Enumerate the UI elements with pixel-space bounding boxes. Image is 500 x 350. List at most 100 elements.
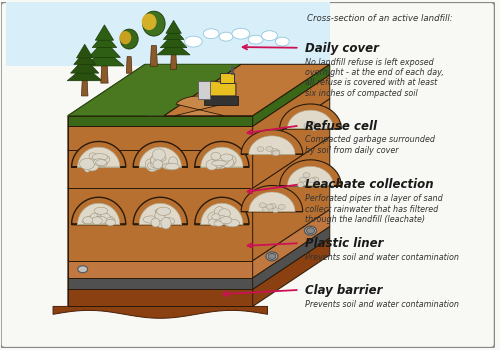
Polygon shape (68, 209, 145, 278)
Ellipse shape (151, 155, 166, 162)
Ellipse shape (310, 126, 318, 131)
Ellipse shape (142, 11, 165, 36)
Ellipse shape (152, 217, 167, 224)
Polygon shape (252, 209, 330, 278)
Ellipse shape (278, 204, 285, 209)
Ellipse shape (106, 218, 114, 225)
FancyBboxPatch shape (6, 2, 330, 64)
Ellipse shape (222, 155, 236, 166)
Ellipse shape (208, 218, 220, 226)
Ellipse shape (94, 155, 109, 161)
Ellipse shape (259, 203, 266, 208)
Polygon shape (78, 147, 120, 167)
Polygon shape (126, 57, 132, 73)
Ellipse shape (220, 154, 233, 161)
Ellipse shape (218, 209, 230, 218)
FancyBboxPatch shape (6, 4, 145, 66)
Polygon shape (68, 226, 145, 289)
Ellipse shape (83, 217, 93, 224)
Polygon shape (68, 150, 252, 188)
Ellipse shape (120, 29, 138, 49)
Polygon shape (195, 197, 249, 224)
Ellipse shape (312, 124, 319, 129)
Polygon shape (204, 96, 238, 105)
Ellipse shape (266, 146, 273, 151)
Text: Prevents soil and water contamination: Prevents soil and water contamination (304, 300, 458, 309)
Ellipse shape (310, 123, 318, 128)
Ellipse shape (214, 158, 223, 168)
Ellipse shape (96, 160, 107, 166)
Polygon shape (78, 203, 120, 224)
Ellipse shape (217, 157, 226, 169)
Ellipse shape (308, 121, 314, 126)
Ellipse shape (268, 253, 276, 259)
Polygon shape (164, 27, 184, 40)
Polygon shape (252, 99, 330, 188)
Polygon shape (82, 77, 88, 96)
Ellipse shape (262, 31, 278, 41)
Text: Daily cover: Daily cover (304, 42, 378, 55)
Ellipse shape (300, 177, 306, 182)
Polygon shape (195, 141, 249, 167)
Ellipse shape (94, 207, 108, 214)
Ellipse shape (276, 37, 289, 46)
Ellipse shape (232, 28, 250, 39)
Polygon shape (68, 137, 145, 261)
Ellipse shape (150, 159, 162, 168)
Ellipse shape (84, 161, 92, 172)
Ellipse shape (100, 213, 110, 223)
Polygon shape (249, 136, 295, 154)
Ellipse shape (312, 177, 319, 182)
Ellipse shape (96, 155, 110, 164)
Ellipse shape (304, 226, 316, 235)
Polygon shape (160, 33, 187, 48)
Polygon shape (68, 126, 252, 150)
Polygon shape (198, 81, 210, 99)
Ellipse shape (155, 210, 165, 221)
Ellipse shape (257, 147, 264, 152)
Polygon shape (68, 278, 252, 289)
Polygon shape (170, 51, 176, 69)
Ellipse shape (92, 154, 108, 161)
Polygon shape (164, 64, 330, 116)
Polygon shape (220, 73, 234, 83)
Ellipse shape (212, 161, 226, 166)
Polygon shape (200, 203, 243, 224)
Ellipse shape (80, 159, 94, 169)
Ellipse shape (150, 155, 158, 165)
Text: Clay barrier: Clay barrier (304, 284, 382, 297)
Text: Prevents soil and water contamination: Prevents soil and water contamination (304, 253, 458, 262)
Ellipse shape (142, 14, 156, 30)
Ellipse shape (206, 160, 218, 170)
Polygon shape (68, 75, 145, 150)
Polygon shape (85, 49, 124, 66)
Polygon shape (249, 192, 295, 211)
Ellipse shape (184, 36, 202, 47)
Polygon shape (72, 197, 126, 224)
Polygon shape (252, 238, 330, 307)
Polygon shape (70, 58, 99, 73)
Ellipse shape (146, 161, 158, 171)
Ellipse shape (303, 173, 310, 177)
Polygon shape (133, 141, 188, 167)
Ellipse shape (156, 208, 168, 216)
Polygon shape (68, 261, 252, 278)
Polygon shape (68, 66, 102, 81)
Ellipse shape (272, 150, 280, 156)
Polygon shape (252, 64, 330, 126)
Text: Plastic liner: Plastic liner (304, 237, 383, 250)
Ellipse shape (92, 217, 102, 224)
Ellipse shape (266, 204, 273, 209)
Polygon shape (68, 289, 252, 307)
Ellipse shape (210, 218, 220, 224)
Ellipse shape (273, 149, 280, 154)
Polygon shape (150, 46, 158, 66)
Ellipse shape (150, 155, 162, 166)
Ellipse shape (151, 218, 160, 227)
Polygon shape (139, 203, 182, 224)
Ellipse shape (226, 219, 239, 227)
Polygon shape (288, 110, 334, 129)
Ellipse shape (86, 162, 98, 171)
Polygon shape (68, 116, 252, 126)
Ellipse shape (154, 217, 162, 226)
